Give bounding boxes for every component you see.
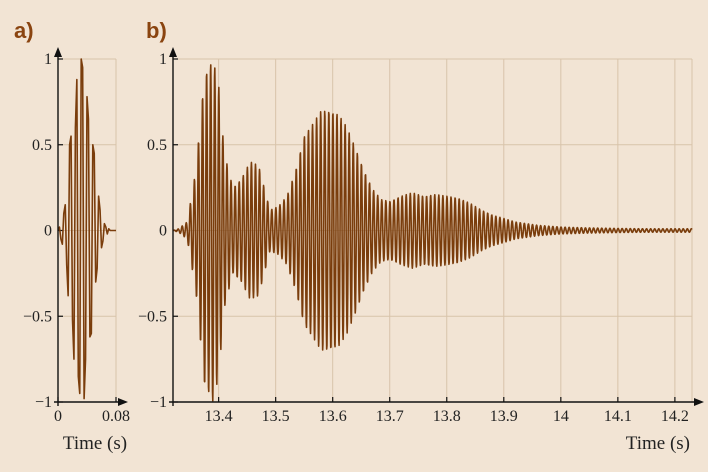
y-tick-label: 0.5 — [147, 137, 167, 154]
panel-b-x-axis-title: Time (s) — [626, 433, 690, 454]
x-tick-label: 14.2 — [661, 408, 689, 425]
panel-a-label: a) — [14, 18, 34, 43]
x-tick-label: 13.6 — [319, 408, 347, 425]
panel-b-waveform — [172, 64, 693, 402]
panel-a-ticks: −1 −0.5 0 0.5 1 0 0.08 — [23, 51, 130, 425]
x-tick-label: 13.9 — [490, 408, 518, 425]
x-axis-arrow — [694, 398, 704, 406]
x-axis-arrow — [118, 398, 128, 406]
x-tick-label: 13.5 — [262, 408, 290, 425]
panel-b-label: b) — [146, 18, 167, 43]
y-tick-label: −1 — [150, 394, 167, 411]
panel-b: b) −1 −0.5 0 0.5 1 13.4 13.5 13.6 13.7 13.8 13.9 14… — [138, 18, 704, 454]
waveform-line — [57, 58, 116, 400]
y-tick-label: 0 — [159, 223, 167, 240]
panel-a: a) −1 −0.5 0 0.5 1 0 0.08 Time (s) — [14, 18, 130, 454]
x-tick-label: 13.7 — [376, 408, 404, 425]
x-tick-label: 13.4 — [205, 408, 233, 425]
x-tick-label: 0 — [54, 408, 62, 425]
x-tick-label: 14.1 — [604, 408, 632, 425]
panel-a-waveform — [57, 58, 116, 400]
y-axis-arrow — [54, 47, 62, 57]
y-tick-label: 1 — [44, 51, 52, 68]
waveform-line — [172, 64, 693, 402]
y-tick-label: −1 — [35, 394, 52, 411]
x-tick-label: 13.8 — [433, 408, 461, 425]
panel-a-axes — [54, 47, 128, 406]
y-tick-label: −0.5 — [23, 308, 52, 325]
y-tick-label: 1 — [159, 51, 167, 68]
y-tick-label: 0 — [44, 223, 52, 240]
panel-b-axes — [169, 47, 704, 406]
x-tick-label: 14 — [553, 408, 569, 425]
y-tick-label: −0.5 — [138, 308, 167, 325]
panel-a-x-axis-title: Time (s) — [63, 433, 127, 454]
panel-b-ticks: −1 −0.5 0 0.5 1 13.4 13.5 13.6 13.7 13.8 13.9 14 14.… — [138, 51, 689, 425]
y-tick-label: 0.5 — [32, 137, 52, 154]
y-axis-arrow — [169, 47, 177, 57]
x-tick-label: 0.08 — [102, 408, 130, 425]
